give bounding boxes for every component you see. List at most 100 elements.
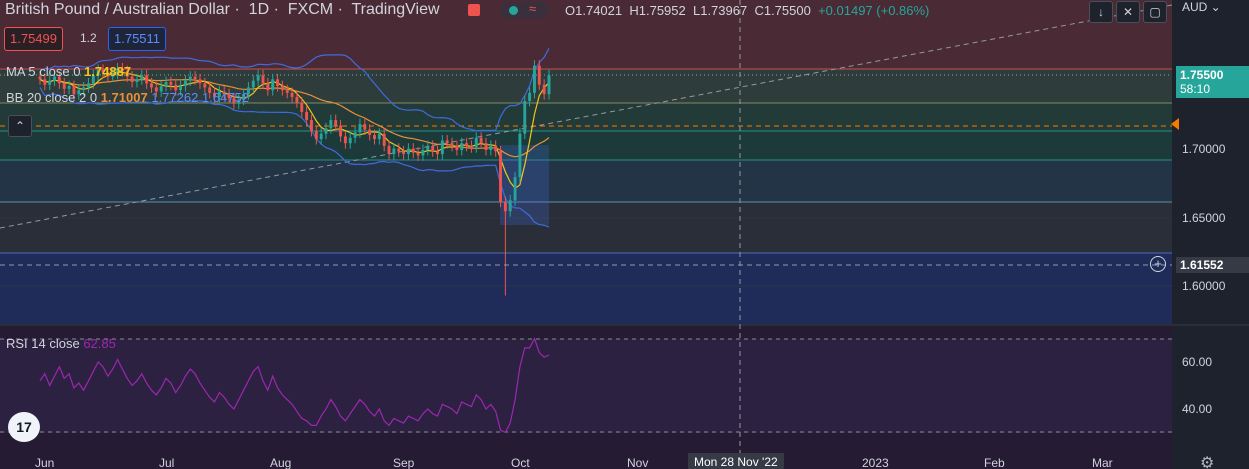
settings-gear-icon[interactable]: ⚙ xyxy=(1200,455,1215,469)
time-tick-jun: Jun xyxy=(35,456,55,469)
candle-body xyxy=(382,133,386,146)
candle-body xyxy=(174,84,178,91)
candle-body xyxy=(256,75,260,81)
candle-body xyxy=(411,148,415,153)
crosshair-price-tag: 1.61552 xyxy=(1176,257,1249,273)
candle-body xyxy=(426,145,430,150)
time-tick-oct: Oct xyxy=(511,456,530,469)
price-tick-1: 1.65000 xyxy=(1182,211,1226,225)
candle-body xyxy=(431,145,435,152)
zone-5 xyxy=(0,202,1172,253)
price-tick-2: 1.60000 xyxy=(1182,279,1226,293)
market-status-pill[interactable] xyxy=(500,2,548,18)
candle-body xyxy=(455,145,459,150)
candle-body xyxy=(469,145,473,148)
candle-body xyxy=(38,76,42,80)
bb-legend[interactable]: BB 20 close 2 0 1.71007 1.77262 1.64752 xyxy=(6,90,249,105)
candle-body xyxy=(484,143,488,150)
current-price-value: 1.75500 xyxy=(1180,68,1224,82)
candle-body xyxy=(91,75,95,84)
candle-body xyxy=(387,145,391,155)
collapse-button[interactable]: ✕ xyxy=(1116,1,1140,23)
ma-legend[interactable]: MA 5 close 0 1.74887 xyxy=(6,64,131,79)
candle-body xyxy=(528,92,532,102)
market-open-icon xyxy=(509,6,518,15)
candle-body xyxy=(232,98,236,104)
candle-body xyxy=(87,83,90,88)
candle-body xyxy=(499,151,502,202)
scroll-down-button[interactable]: ↓ xyxy=(1089,1,1113,23)
high-value: 1.75952 xyxy=(638,3,686,18)
candle-body xyxy=(198,79,202,84)
candle-body xyxy=(227,94,231,99)
add-alert-icon[interactable]: + xyxy=(1150,256,1166,272)
candle-body xyxy=(169,82,173,85)
candle-body xyxy=(547,75,551,95)
candle-body xyxy=(353,132,357,138)
open-value: 1.74021 xyxy=(575,3,623,18)
symbol-title[interactable]: British Pound / Australian Dollar · 1D ·… xyxy=(5,1,440,18)
time-crosshair-date: Mon 28 Nov '22 xyxy=(688,453,784,469)
ohlc-readout: O1.74021 H1.75952 L1.73967 C1.75500 +0.0… xyxy=(565,3,930,18)
candle-body xyxy=(329,120,333,129)
ma-value: 1.74887 xyxy=(84,64,132,79)
candle-body xyxy=(406,148,410,155)
candle-body xyxy=(280,86,284,91)
candle-body xyxy=(310,120,313,131)
candle-body xyxy=(217,91,221,97)
bar-countdown: 58:10 xyxy=(1180,82,1211,96)
candle-body xyxy=(179,86,183,91)
candle-body xyxy=(53,76,56,81)
rsi-band xyxy=(0,339,1172,433)
candle-body xyxy=(57,76,61,84)
close-value: 1.75500 xyxy=(763,3,811,18)
rsi-legend[interactable]: RSI 14 close 62.85 xyxy=(6,336,116,351)
currency-selector[interactable]: AUD ⌄ xyxy=(1182,0,1221,14)
maximize-button[interactable]: ▢ xyxy=(1143,1,1167,23)
candle-body xyxy=(43,79,47,85)
candle-body xyxy=(465,143,469,146)
candle-body xyxy=(188,76,192,81)
candle-body xyxy=(343,136,347,144)
zone-4 xyxy=(0,160,1172,202)
wave-icon: ≈ xyxy=(529,1,537,16)
candle-body xyxy=(319,133,323,140)
candle-body xyxy=(416,152,420,156)
candle-body xyxy=(518,133,522,178)
time-tick-nov: Nov xyxy=(627,456,649,469)
buy-button[interactable]: 1.75511 xyxy=(108,27,167,51)
candle-body xyxy=(130,76,134,82)
bb-lower-value: 1.64752 xyxy=(201,90,249,105)
trend-line xyxy=(0,4,1173,229)
alert-dot-icon[interactable] xyxy=(468,4,480,16)
tradingview-logo[interactable]: 17 xyxy=(8,412,40,442)
candle-body xyxy=(193,76,197,80)
exchange-label: FXCM xyxy=(287,1,334,18)
ma-label: MA 5 close 0 xyxy=(6,64,81,79)
candle-body xyxy=(285,90,289,93)
rsi-tick-60: 60.00 xyxy=(1182,355,1213,369)
bb-upper-value: 1.77262 xyxy=(151,90,199,105)
collapse-legend-button[interactable]: ⌃ xyxy=(8,115,32,137)
symbol-name[interactable]: British Pound / Australian Dollar xyxy=(5,1,230,18)
candle-body xyxy=(402,151,406,155)
candle-body xyxy=(397,148,401,152)
candle-body xyxy=(242,94,246,100)
rsi-value: 62.85 xyxy=(83,336,116,351)
candle-body xyxy=(208,87,212,93)
candle-body xyxy=(523,101,527,134)
interval-label[interactable]: 1D xyxy=(248,1,270,18)
candle-body xyxy=(77,90,81,95)
alert-marker-icon[interactable] xyxy=(1171,118,1179,130)
sell-button[interactable]: 1.75499 xyxy=(4,27,63,51)
rsi-line xyxy=(39,336,550,434)
candle-body xyxy=(300,102,304,112)
candle-body xyxy=(62,83,66,89)
bb-basis-value: 1.71007 xyxy=(100,90,148,105)
candle-body xyxy=(96,69,100,76)
candle-body xyxy=(276,79,279,87)
candle-body xyxy=(271,79,275,91)
candle-body xyxy=(542,84,546,95)
time-tick-sep: Sep xyxy=(393,456,415,469)
